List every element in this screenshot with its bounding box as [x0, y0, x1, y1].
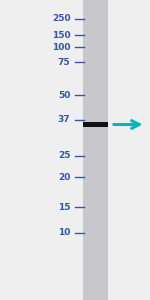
Text: 50: 50: [58, 91, 70, 100]
Text: 25: 25: [58, 152, 70, 160]
Text: 20: 20: [58, 172, 70, 182]
Text: 150: 150: [52, 31, 70, 40]
Bar: [82, 0, 108, 300]
Text: 15: 15: [58, 202, 70, 211]
Text: 100: 100: [52, 43, 70, 52]
Text: 250: 250: [52, 14, 70, 23]
Text: 75: 75: [58, 58, 70, 67]
Text: 10: 10: [58, 228, 70, 237]
Text: 37: 37: [58, 116, 70, 124]
Bar: [82, 122, 108, 127]
